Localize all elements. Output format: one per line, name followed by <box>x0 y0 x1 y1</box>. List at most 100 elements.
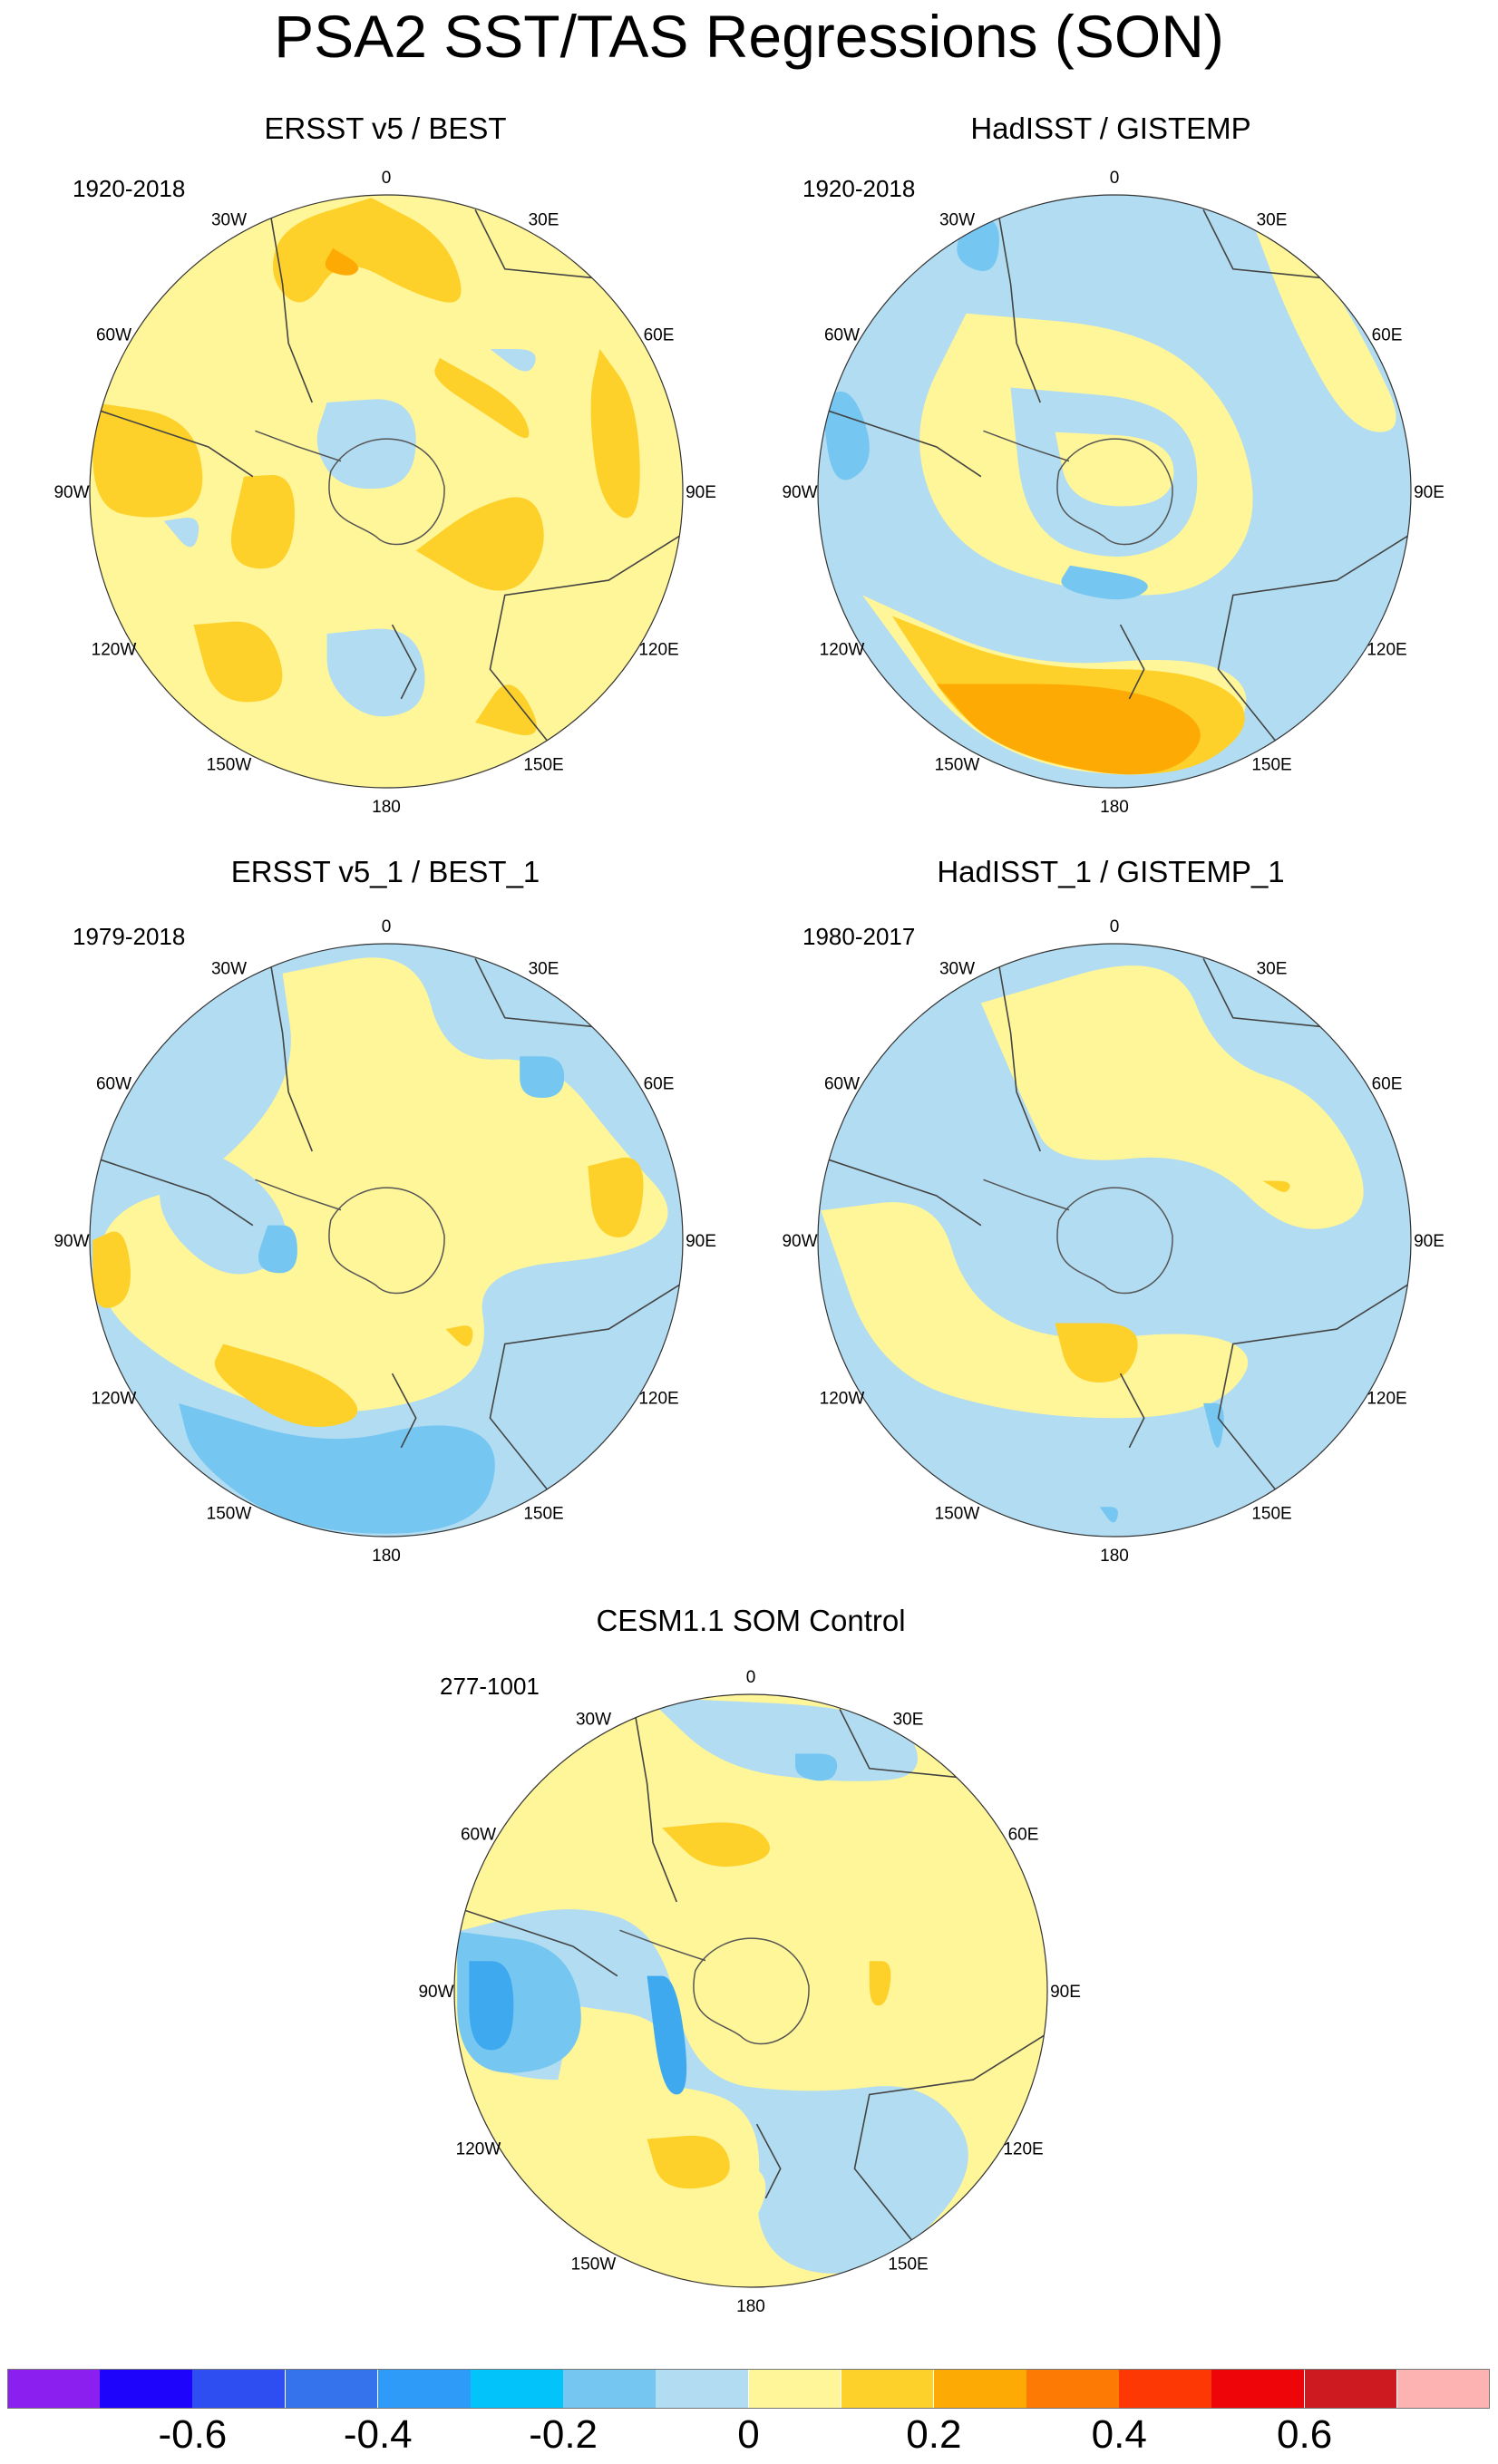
colorbar-tick-label: 0 <box>737 2412 760 2457</box>
anomaly-contour-region <box>647 2135 730 2189</box>
coastline <box>839 1708 958 1779</box>
colorbar-swatch <box>1026 2369 1120 2409</box>
longitude-label: 60W <box>461 1826 496 1845</box>
longitude-label: 120E <box>638 1390 678 1409</box>
longitude-label: 180 <box>372 798 401 817</box>
colorbar-swatch <box>285 2369 379 2409</box>
antarctic-peninsula-coastline <box>619 1929 706 1962</box>
longitude-label: 60E <box>644 1075 675 1094</box>
period-label: 1979-2018 <box>73 923 186 950</box>
anomaly-contour-region <box>647 1697 918 1781</box>
map-boundary-circle <box>453 1693 1048 2288</box>
colorbar-swatch <box>470 2369 564 2409</box>
longitude-label: 0 <box>1110 169 1120 188</box>
longitude-label: 90W <box>54 483 89 502</box>
antarctica-coastline <box>328 1187 445 1295</box>
anomaly-contour-region <box>1248 209 1396 432</box>
anomaly-contour-region <box>179 1402 495 1534</box>
anomaly-contour-region <box>661 1822 771 1867</box>
longitude-label: 120W <box>820 641 865 660</box>
anomaly-contour-region <box>326 628 425 717</box>
antarctica-coastline <box>693 1937 810 2045</box>
anomaly-contour-region <box>434 357 530 439</box>
longitude-label: 30E <box>529 211 559 230</box>
anomaly-contour-region <box>869 1961 891 2006</box>
anomaly-contour-region <box>272 198 462 303</box>
anomaly-contour-region <box>325 247 359 276</box>
longitude-label: 0 <box>746 1668 756 1687</box>
anomaly-contour-region <box>1262 1180 1290 1192</box>
longitude-label: 180 <box>1100 798 1129 817</box>
coastline <box>995 946 1041 1152</box>
longitude-label: 120W <box>92 1390 137 1409</box>
anomaly-contour-region <box>821 1202 1249 1419</box>
coastline <box>821 407 982 478</box>
longitude-label: 120W <box>456 2140 501 2159</box>
longitude-label: 90E <box>1414 483 1444 502</box>
longitude-label: 120E <box>1003 2140 1043 2159</box>
anomaly-contour-region <box>92 1231 131 1308</box>
anomaly-contour-region <box>647 1975 687 2095</box>
anomaly-contour-region <box>415 497 544 591</box>
coastline <box>489 1284 681 1493</box>
longitude-label: 150W <box>935 1505 980 1524</box>
coastline <box>391 1373 417 1449</box>
anomaly-contour-region <box>936 684 1201 775</box>
longitude-label: 30E <box>529 960 559 979</box>
antarctica-coastline <box>328 438 445 546</box>
colorbar-swatch <box>748 2369 842 2409</box>
longitude-label: 90E <box>686 1232 716 1251</box>
anomaly-contour-region <box>469 1961 514 2051</box>
antarctic-peninsula-coastline <box>255 1179 342 1211</box>
anomaly-contour-region <box>214 1344 358 1428</box>
coastline <box>267 198 313 403</box>
longitude-label: 60W <box>824 1075 860 1094</box>
anomaly-contour-region <box>230 474 295 569</box>
longitude-label: 30E <box>1257 960 1288 979</box>
anomaly-contour-region <box>258 1225 297 1274</box>
longitude-label: 120E <box>1367 641 1406 660</box>
longitude-label: 120E <box>1367 1390 1406 1409</box>
coastline <box>489 535 681 744</box>
coastline <box>92 1156 254 1227</box>
longitude-label: 60W <box>96 326 131 345</box>
longitude-label: 150E <box>1251 756 1291 775</box>
anomaly-contour-region <box>1055 432 1174 507</box>
period-label: 1920-2018 <box>73 175 186 202</box>
longitude-label: 90W <box>418 1983 453 2002</box>
map-boundary-circle <box>817 194 1412 789</box>
longitude-label: 30E <box>893 1711 924 1730</box>
longitude-label: 60E <box>1008 1826 1039 1845</box>
anomaly-contour-region <box>457 1909 968 2274</box>
anomaly-contour-region <box>1061 565 1148 600</box>
longitude-label: 150E <box>888 2255 928 2275</box>
anomaly-contour-region <box>490 349 536 372</box>
longitude-label: 90W <box>782 483 817 502</box>
longitude-label: 60E <box>644 326 675 345</box>
anomaly-contour-region <box>92 402 203 518</box>
polar-map-cesm-som-control: 0 30E 60E 90E 120E 150E 180 150W 120W 90W 60W 30W <box>418 1668 1080 2316</box>
longitude-label: 180 <box>1100 1547 1129 1566</box>
period-label: 277-1001 <box>440 1673 540 1700</box>
colorbar-swatch <box>841 2369 935 2409</box>
coastline <box>631 1697 677 1903</box>
colorbar-swatch <box>1211 2369 1306 2409</box>
coastline <box>267 946 313 1152</box>
colorbar-frame <box>7 2369 1490 2409</box>
panel-title-hadisst-gistemp-1: HadISST_1 / GISTEMP_1 <box>937 855 1285 888</box>
longitude-label: 90W <box>54 1232 89 1251</box>
colorbar-tick-label: -0.2 <box>529 2412 598 2457</box>
period-label: 1980-2017 <box>802 923 916 950</box>
colorbar-swatch <box>192 2369 287 2409</box>
antarctic-peninsula-coastline <box>255 430 342 462</box>
antarctic-peninsula-coastline <box>983 430 1070 462</box>
map-boundary-circle <box>89 943 684 1538</box>
figure-title: PSA2 SST/TAS Regressions (SON) <box>274 3 1224 70</box>
coastline <box>474 209 594 279</box>
coastline <box>391 624 417 700</box>
anomaly-contour-region <box>795 1753 838 1781</box>
longitude-label: 150W <box>571 2255 617 2275</box>
longitude-label: 150E <box>523 1505 563 1524</box>
map-boundary-circle <box>89 194 684 789</box>
